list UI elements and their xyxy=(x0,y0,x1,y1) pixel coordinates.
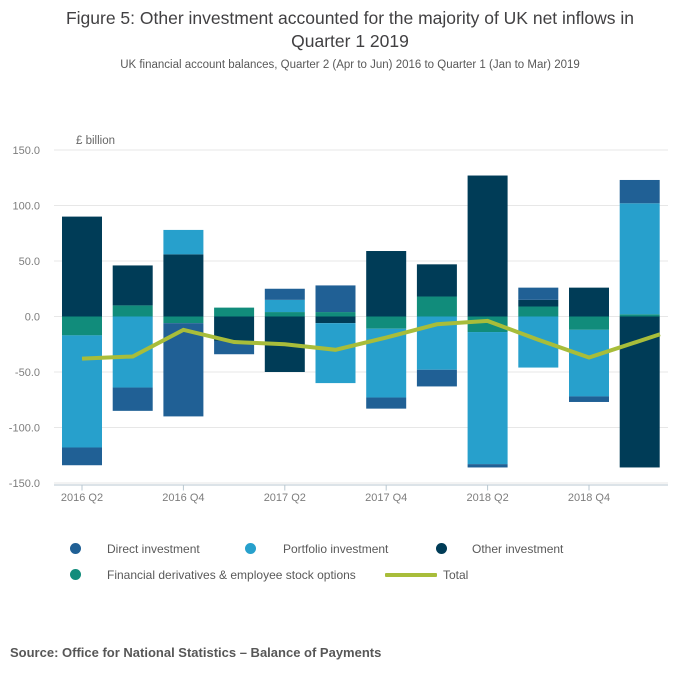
legend-item-total[interactable]: Total xyxy=(443,568,469,582)
bar-segment-2018-Q3-direct[interactable] xyxy=(518,287,559,300)
bar-segment-2018-Q2-portfolio[interactable] xyxy=(467,332,508,465)
bar-segment-2018-Q3-other[interactable] xyxy=(518,299,559,307)
bar-segment-2017-Q3-portfolio[interactable] xyxy=(315,323,356,384)
y-tick-label--50: -50.0 xyxy=(15,367,40,379)
y-axis-unit-label: £ billion xyxy=(76,135,115,147)
bar-segment-2017-Q2-direct[interactable] xyxy=(264,288,305,300)
bar-segment-2017-Q3-direct[interactable] xyxy=(315,285,356,313)
bar-segment-2016-Q2-other[interactable] xyxy=(62,216,102,317)
x-tick-label-2017 Q4: 2017 Q4 xyxy=(365,492,407,504)
bar-segment-2017-Q2-financial[interactable] xyxy=(264,312,305,317)
bar-segment-2018-Q4-other[interactable] xyxy=(569,287,609,317)
bar-segment-2016-Q2-portfolio[interactable] xyxy=(62,335,102,448)
chart-plot-area: 150.0 100.0 50.0 0.0 -50.0 -100.0 -150.0 2016 Q… xyxy=(0,130,700,520)
bar-segment-2018-Q1-other[interactable] xyxy=(416,264,457,297)
legend-item-portfolio-investment[interactable]: Portfolio investment xyxy=(283,542,389,556)
bar-segment-2018-Q1-financial[interactable] xyxy=(416,296,457,317)
bar-segment-2019-Q1-financial[interactable] xyxy=(619,314,660,317)
source-attribution: Source: Office for National Statistics –… xyxy=(10,645,382,660)
y-tick-label--150: -150.0 xyxy=(9,478,40,490)
financial-derivatives-swatch-icon[interactable] xyxy=(70,569,81,580)
total-line xyxy=(81,318,661,361)
legend-item-other-investment[interactable]: Other investment xyxy=(472,542,564,556)
bar-segment-2016-Q2-financial[interactable] xyxy=(62,316,102,336)
bar-segment-2018-Q2-other[interactable] xyxy=(467,175,508,317)
bar-segment-2018-Q4-portfolio[interactable] xyxy=(569,329,609,397)
legend-item-direct-investment[interactable]: Direct investment xyxy=(107,542,200,556)
bar-segment-2016-Q3-direct[interactable] xyxy=(112,387,153,411)
bar-segment-2017-Q3-financial[interactable] xyxy=(315,312,356,317)
y-tick-label-50: 50.0 xyxy=(19,256,40,268)
bar-segment-2016-Q4-financial[interactable] xyxy=(163,316,204,324)
y-tick-label--100: -100.0 xyxy=(9,423,40,435)
bar-segment-2016-Q3-other[interactable] xyxy=(112,265,153,306)
bar-segment-2018-Q4-financial[interactable] xyxy=(569,316,609,330)
bar-segment-2017-Q4-direct[interactable] xyxy=(366,397,407,409)
bar-segment-2017-Q4-other[interactable] xyxy=(366,251,407,317)
x-tick-label-2016 Q4: 2016 Q4 xyxy=(162,492,204,504)
x-tick-label-2018 Q4: 2018 Q4 xyxy=(568,492,610,504)
y-tick-label-100: 100.0 xyxy=(12,201,40,213)
bar-segment-2016-Q3-financial[interactable] xyxy=(112,305,153,317)
x-tick-label-2017 Q2: 2017 Q2 xyxy=(264,492,306,504)
bar-segment-2017-Q4-financial[interactable] xyxy=(366,316,407,329)
bar-segment-2016-Q4-portfolio[interactable] xyxy=(163,229,204,255)
direct-investment-swatch-icon[interactable] xyxy=(70,543,81,554)
bar-segment-2018-Q4-direct[interactable] xyxy=(569,396,609,402)
legend-row-1: Direct investment Portfolio investment O… xyxy=(0,541,700,557)
other-investment-swatch-icon[interactable] xyxy=(436,543,447,554)
legend-row-2: Financial derivatives & employee stock o… xyxy=(0,567,700,583)
bar-segment-2018-Q1-direct[interactable] xyxy=(416,369,457,387)
legend-item-financial-derivatives[interactable]: Financial derivatives & employee stock o… xyxy=(107,568,356,582)
chart-svg: 150.0 100.0 50.0 0.0 -50.0 -100.0 -150.0 2016 Q… xyxy=(9,145,668,504)
bar-segment-2016-Q3-portfolio[interactable] xyxy=(112,316,153,388)
bar-segment-2017-Q1-financial[interactable] xyxy=(214,307,255,317)
x-tick-label-2016 Q2: 2016 Q2 xyxy=(61,492,103,504)
chart-subtitle: UK financial account balances, Quarter 2… xyxy=(120,59,580,71)
y-tick-label-0: 0.0 xyxy=(25,312,40,324)
bar-segment-2016-Q2-direct[interactable] xyxy=(62,447,102,466)
bar-segment-2016-Q4-other[interactable] xyxy=(163,254,204,317)
total-line-swatch-icon[interactable] xyxy=(385,573,437,577)
bar-segment-2019-Q1-portfolio[interactable] xyxy=(619,203,660,315)
chart-title: Figure 5: Other investment accounted for… xyxy=(65,8,635,51)
bar-segment-2018-Q2-direct[interactable] xyxy=(467,464,508,468)
y-tick-label-150: 150.0 xyxy=(12,145,40,157)
bar-segment-2018-Q3-portfolio[interactable] xyxy=(518,316,559,368)
bar-segment-2017-Q2-portfolio[interactable] xyxy=(264,299,305,313)
bar-segment-2019-Q1-direct[interactable] xyxy=(619,179,660,204)
bar-segment-2017-Q3-other[interactable] xyxy=(315,316,356,324)
bar-segment-2018-Q3-financial[interactable] xyxy=(518,306,559,317)
portfolio-investment-swatch-icon[interactable] xyxy=(245,543,256,554)
x-tick-label-2018 Q2: 2018 Q2 xyxy=(466,492,508,504)
